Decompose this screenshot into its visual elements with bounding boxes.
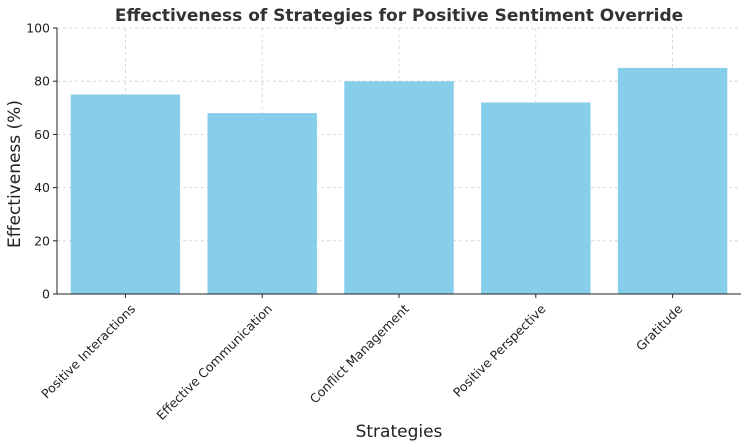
x-tick-label: Positive Interactions [38, 301, 138, 401]
x-ticks: Positive Interactions Effective Communica… [38, 294, 686, 423]
chart-title: Effectiveness of Strategies for Positive… [115, 6, 683, 26]
bar [617, 67, 728, 295]
y-tick-label: 40 [34, 180, 50, 195]
x-axis-label: Strategies [356, 422, 443, 442]
y-tick-label: 60 [34, 127, 50, 142]
y-tick-label: 100 [26, 21, 50, 36]
bar [344, 81, 454, 294]
x-tick-label: Gratitude [633, 301, 686, 354]
y-axis-label: Effectiveness (%) [5, 100, 25, 248]
x-tick-label: Positive Perspective [450, 301, 549, 400]
bar [70, 94, 181, 294]
y-tick-label: 20 [34, 233, 50, 248]
bar [207, 113, 317, 295]
bar [481, 102, 591, 294]
x-tick-label: Effective Communication [153, 301, 275, 423]
y-tick-label: 0 [42, 287, 50, 302]
y-tick-label: 80 [34, 74, 50, 89]
bars-layer [70, 67, 728, 295]
y-ticks: 0 20 40 60 80 100 [26, 21, 57, 302]
x-tick-label: Conflict Management [307, 301, 412, 406]
